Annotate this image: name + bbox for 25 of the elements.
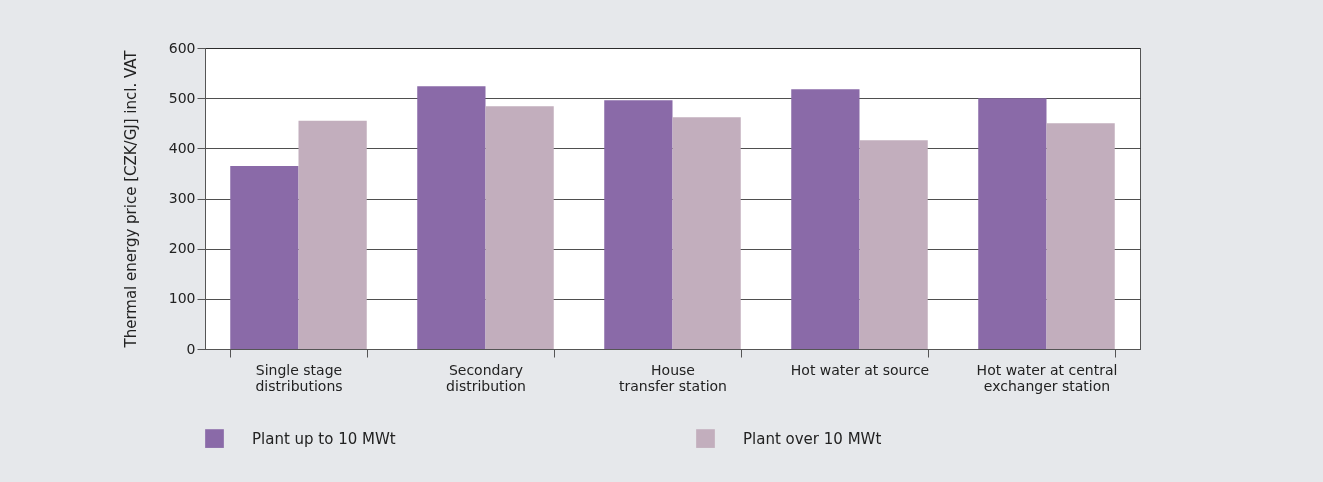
bar xyxy=(672,117,741,349)
y-tick-label: 600 xyxy=(168,39,196,56)
y-tick-label: 400 xyxy=(168,139,196,156)
x-tick-label: Hot water at central exchanger station xyxy=(976,361,1118,394)
bar xyxy=(978,98,1047,349)
y-tick-label: 500 xyxy=(168,89,196,106)
y-tick-label: 300 xyxy=(168,190,196,206)
bar xyxy=(298,120,367,349)
y-axis-title: Thermal energy price [CZK/GJ] incl. VAT xyxy=(121,49,140,349)
bar xyxy=(859,140,928,349)
y-tick-label: 200 xyxy=(168,240,196,257)
x-tick-label: Single stage distributions xyxy=(255,361,343,394)
y-tick-label: 100 xyxy=(168,290,196,307)
bar xyxy=(230,165,299,349)
bar xyxy=(604,100,673,349)
y-tick-label: 0 xyxy=(186,340,196,357)
x-tick-label: Hot water at source xyxy=(790,361,930,378)
x-tick-label: Secondary distribution xyxy=(446,361,526,394)
x-tick-label: House transfer station xyxy=(619,361,727,394)
legend-label: Plant up to 10 MWt xyxy=(252,429,396,448)
bar xyxy=(791,89,860,349)
bar xyxy=(1046,123,1115,349)
bar xyxy=(417,86,486,349)
legend-label: Plant over 10 MWt xyxy=(743,429,882,448)
bar xyxy=(485,106,554,349)
